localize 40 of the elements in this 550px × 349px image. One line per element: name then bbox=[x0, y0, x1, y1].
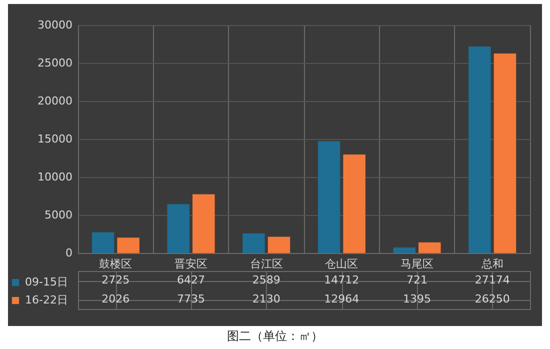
legend-label: 09-15日 bbox=[25, 276, 68, 288]
bar bbox=[318, 141, 340, 253]
y-tick-label: 15000 bbox=[38, 132, 72, 146]
data-label: 1395 bbox=[403, 292, 431, 306]
y-tick-label: 0 bbox=[66, 246, 72, 260]
data-label: 12964 bbox=[324, 292, 360, 306]
bar bbox=[494, 54, 516, 253]
x-tick-label: 台江区 bbox=[250, 258, 283, 270]
text: 图二（单位：㎡） bbox=[226, 328, 324, 345]
data-label: 2589 bbox=[252, 274, 280, 286]
bar bbox=[468, 46, 491, 253]
bar bbox=[92, 232, 114, 253]
data-label: 721 bbox=[406, 274, 428, 286]
x-tick-label: 仓山区 bbox=[325, 258, 358, 270]
x-tick-label: 马尾区 bbox=[400, 258, 434, 270]
bar bbox=[167, 204, 190, 253]
data-label: 27174 bbox=[474, 274, 510, 286]
y-tick-label: 25000 bbox=[38, 56, 72, 70]
bar bbox=[343, 154, 366, 253]
bar bbox=[117, 238, 140, 253]
x-tick-label: 晋安区 bbox=[174, 258, 208, 270]
data-label: 26250 bbox=[474, 292, 510, 306]
bar bbox=[192, 194, 215, 253]
y-tick-label: 30000 bbox=[38, 18, 72, 32]
legend-label: 16-22日 bbox=[25, 294, 68, 306]
bar bbox=[268, 236, 290, 253]
data-label: 7735 bbox=[177, 292, 205, 306]
x-tick-label: 总和 bbox=[480, 258, 504, 270]
data-label: 2725 bbox=[102, 274, 130, 286]
bar bbox=[418, 242, 441, 253]
bar bbox=[393, 248, 416, 253]
data-label: 14712 bbox=[324, 274, 360, 286]
y-tick-label: 20000 bbox=[38, 94, 72, 108]
data-label: 6427 bbox=[177, 274, 205, 286]
x-tick-label: 鼓楼区 bbox=[99, 258, 132, 270]
data-label: 2026 bbox=[102, 292, 130, 306]
y-tick-label: 10000 bbox=[38, 170, 72, 184]
bar bbox=[242, 233, 265, 253]
y-tick-label: 5000 bbox=[44, 208, 72, 222]
data-label: 2130 bbox=[252, 292, 280, 306]
